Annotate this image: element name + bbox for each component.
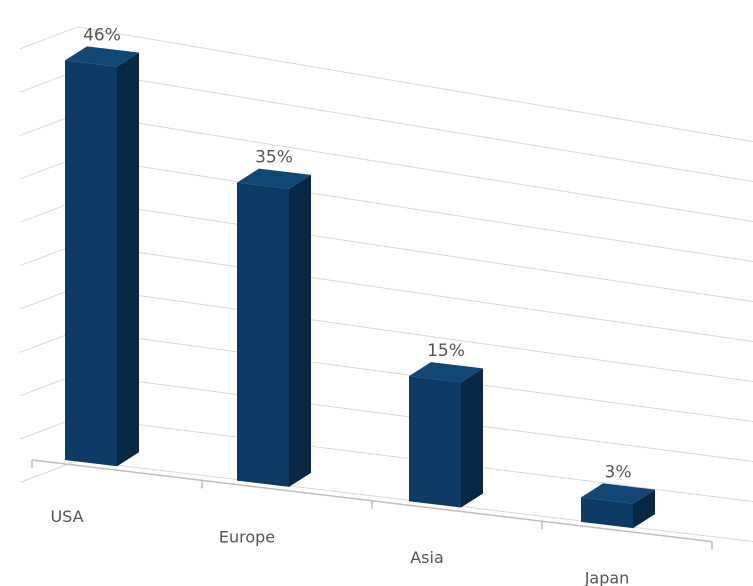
bar-europe (237, 168, 311, 487)
bar-asia (409, 362, 483, 508)
bars (65, 46, 655, 529)
gridline (77, 156, 753, 263)
bar-front (237, 182, 289, 487)
data-label: 15% (427, 341, 465, 361)
data-label: 46% (83, 25, 121, 45)
bar-side (117, 52, 139, 467)
gridline (77, 199, 753, 303)
category-label: USA (50, 507, 83, 526)
bar-front (65, 60, 117, 467)
gridline-wall (19, 26, 79, 50)
data-label: 35% (255, 148, 293, 168)
gridline (77, 26, 753, 143)
bar-side (289, 174, 311, 487)
bar-side (461, 368, 483, 508)
bar-front (581, 497, 633, 529)
bar-side (633, 489, 655, 529)
category-label: Asia (410, 548, 444, 567)
bar-top (581, 483, 655, 504)
bar-japan (581, 483, 655, 529)
bar-top (409, 362, 483, 383)
gridline (77, 113, 753, 223)
category-label: Europe (219, 528, 275, 547)
bar-front (409, 376, 461, 508)
gridline (77, 286, 753, 383)
category-axis (31, 459, 713, 550)
bar-top (237, 168, 311, 189)
bar-top (65, 46, 139, 67)
labels: 46% USA 35% Europe 15% Asia 3% Japan (50, 25, 631, 586)
bar-usa (65, 46, 139, 467)
data-label: 3% (605, 462, 632, 482)
category-label: Japan (584, 568, 630, 586)
gridline (77, 69, 753, 183)
gridline (77, 243, 753, 343)
